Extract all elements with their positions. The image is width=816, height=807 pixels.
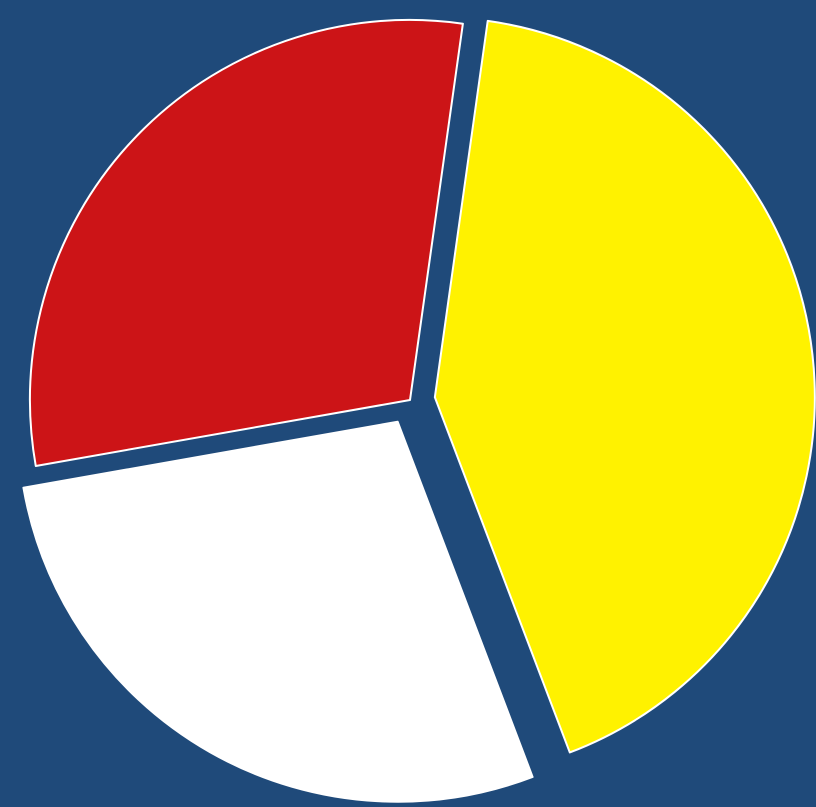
pie-chart bbox=[0, 0, 816, 807]
